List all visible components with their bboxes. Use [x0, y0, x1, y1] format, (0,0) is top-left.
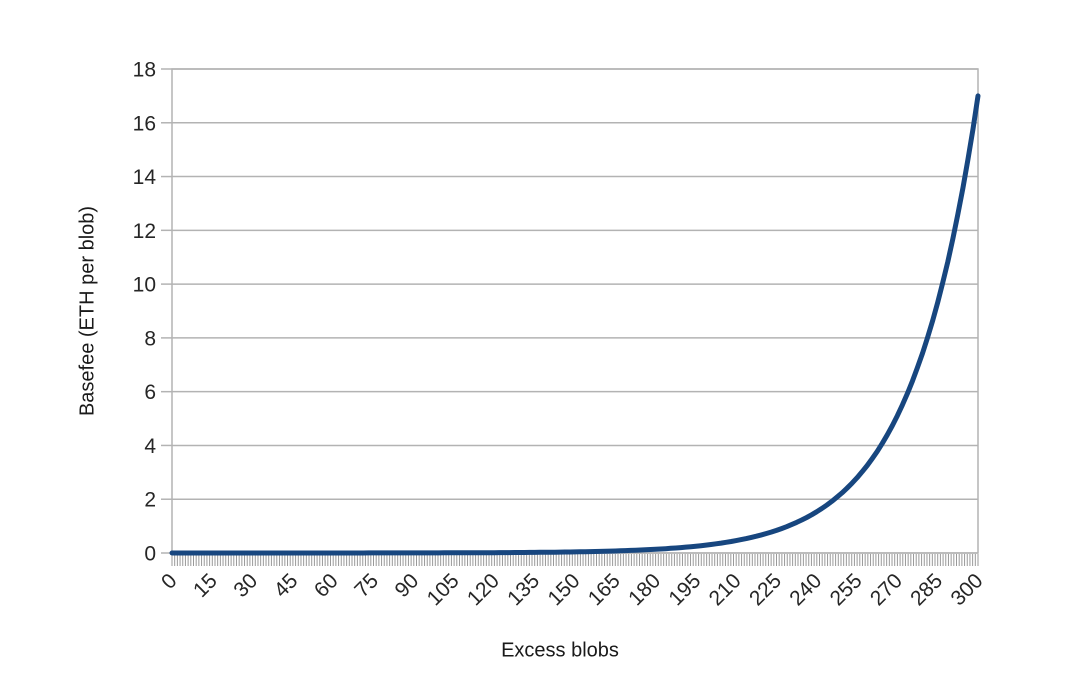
svg-text:120: 120 [463, 569, 504, 610]
y-axis-ticks [161, 68, 172, 554]
svg-text:2: 2 [144, 489, 156, 512]
basefee-curve [169, 93, 981, 556]
svg-text:195: 195 [664, 569, 705, 610]
svg-text:18: 18 [133, 59, 156, 82]
svg-text:90: 90 [391, 569, 424, 602]
svg-text:4: 4 [144, 435, 156, 458]
x-tick-labels: 0 15 30 45 60 75 90 105 120 135 150 165 180 195 210 225… [157, 569, 988, 610]
svg-text:255: 255 [826, 569, 867, 610]
svg-text:15: 15 [189, 569, 222, 602]
svg-text:8: 8 [144, 327, 156, 350]
svg-text:0: 0 [157, 569, 182, 594]
x-axis-minor-ticks [171, 554, 979, 566]
y-axis-title: Basefee (ETH per blob) [76, 205, 99, 417]
svg-text:12: 12 [133, 220, 156, 243]
y-tick-labels: 0 2 4 6 8 10 12 14 16 18 [133, 59, 157, 566]
svg-text:16: 16 [133, 112, 156, 135]
svg-text:165: 165 [584, 569, 625, 610]
svg-text:30: 30 [229, 569, 262, 602]
svg-text:6: 6 [144, 381, 156, 404]
svg-text:10: 10 [133, 274, 156, 297]
svg-text:225: 225 [745, 569, 786, 610]
svg-text:210: 210 [705, 569, 746, 610]
svg-text:240: 240 [785, 569, 826, 610]
svg-text:270: 270 [866, 569, 907, 610]
svg-text:285: 285 [906, 569, 947, 610]
svg-text:45: 45 [270, 569, 303, 602]
svg-text:150: 150 [543, 569, 584, 610]
svg-text:60: 60 [310, 569, 343, 602]
svg-text:105: 105 [423, 569, 464, 610]
svg-text:0: 0 [144, 543, 156, 566]
svg-text:14: 14 [133, 166, 157, 189]
svg-text:75: 75 [350, 569, 383, 602]
svg-text:135: 135 [503, 569, 544, 610]
svg-text:300: 300 [946, 569, 987, 610]
x-axis-title: Excess blobs [501, 639, 619, 662]
svg-text:180: 180 [624, 569, 665, 610]
